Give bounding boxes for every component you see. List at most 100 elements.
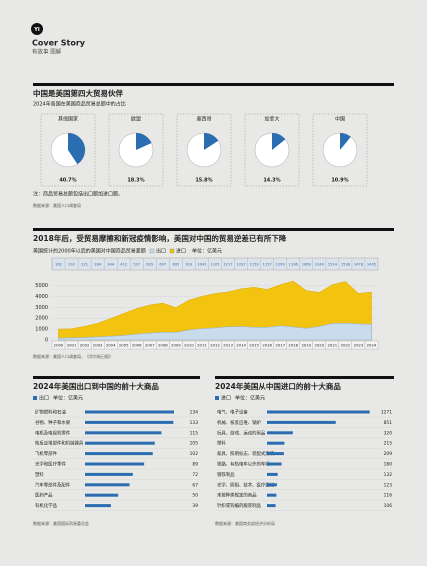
section-bar	[215, 376, 394, 379]
legend-label: 出口	[39, 395, 49, 402]
pie-slice	[272, 133, 286, 150]
pie-frame	[40, 113, 96, 187]
x-tick-label: 2022	[341, 343, 351, 348]
category-label: 光学、照相、技术、医疗器械	[217, 481, 275, 488]
strip-value: 192	[68, 263, 75, 267]
value-label: 133	[190, 420, 199, 426]
pie-frame	[312, 113, 368, 187]
value-label: 39	[192, 503, 198, 509]
subtitle: 2024年各国在美国商品贸易总额中的占比	[33, 101, 126, 108]
y-tick-label: 1000	[35, 327, 48, 333]
subtitle: 美国统计的2000年以后的美国对中国商品贸易差额	[33, 248, 146, 255]
x-tick-label: 2021	[328, 343, 338, 348]
x-tick-label: 2006	[132, 343, 142, 348]
strip-value: 1478	[354, 263, 364, 267]
strip-value: 1157	[263, 263, 272, 267]
section-bar	[33, 228, 394, 231]
pie-frame	[108, 113, 164, 187]
logo-text: YI	[33, 27, 40, 33]
pie-label: 欧盟	[131, 116, 141, 123]
x-tick-label: 2001	[67, 343, 77, 348]
strip-value: 412	[120, 263, 127, 267]
strip-value: 1069	[302, 263, 312, 267]
x-tick-label: 2005	[119, 343, 129, 348]
section-title: 中国是美国第四大贸易伙伴	[33, 88, 123, 98]
pie-slice	[340, 133, 351, 150]
section-bar	[33, 376, 200, 379]
bar	[85, 493, 119, 497]
bar	[85, 472, 133, 476]
strip-value: 1514	[328, 263, 338, 267]
value-label: 1271	[381, 410, 392, 416]
value-label: 215	[384, 441, 393, 447]
category-label: 钢铁制品	[217, 471, 235, 478]
strip-value: 537	[133, 263, 140, 267]
x-tick-label: 2003	[93, 343, 103, 348]
strip-value: 1237	[237, 263, 246, 267]
y-tick-label: 0	[45, 338, 48, 344]
x-tick-label: 2015	[249, 343, 259, 348]
bar	[267, 472, 278, 476]
x-tick-label: 2017	[275, 343, 285, 348]
value-label: 105	[190, 441, 199, 447]
bar	[267, 483, 277, 487]
x-tick-label: 2008	[158, 343, 168, 348]
strip-value: 162	[55, 263, 62, 267]
legend-label: 进口	[176, 248, 186, 255]
x-tick-label: 2019	[301, 343, 311, 348]
strip-value: 695	[172, 263, 179, 267]
strip-value: 1299	[276, 263, 286, 267]
bar	[85, 441, 155, 445]
category-label: 机械、核反应堆、锅炉	[217, 419, 262, 426]
value-label: 132	[384, 472, 393, 478]
header-subtitle: 有故事 图解	[32, 48, 62, 56]
legend-swatch	[149, 248, 155, 254]
strip-value: 1240	[315, 263, 325, 267]
x-tick-label: 2010	[184, 343, 194, 348]
bar	[85, 431, 162, 435]
category-label: 光学和医疗零件	[35, 461, 66, 468]
category-label: 玩具、游戏、运动的用品	[217, 429, 266, 436]
bar	[267, 431, 293, 435]
area	[58, 280, 372, 341]
bar	[85, 504, 111, 508]
logo	[31, 23, 43, 35]
unit: 单位：亿美元	[53, 395, 83, 402]
strip-value: 697	[159, 263, 166, 267]
year-cell	[364, 340, 379, 350]
category-label: 矿物燃料和石油	[35, 409, 66, 416]
legend-swatch	[215, 396, 219, 400]
value-label: 18.3%	[127, 178, 144, 184]
x-tick-label: 2000	[54, 343, 64, 348]
section-title: 2018年后，受贸易摩擦和新冠疫情影响，美国对中国的贸易逆差已有所下降	[33, 233, 287, 243]
category-label: 塑料	[35, 471, 44, 478]
value-label: 851	[384, 420, 393, 426]
category-label: 医药产品	[35, 492, 53, 499]
category-label: 未按种类规定的商品	[217, 492, 257, 499]
bar	[267, 452, 284, 456]
strip-value: 1435	[367, 263, 376, 267]
legend-swatch	[33, 396, 37, 400]
value-label: 106	[384, 503, 393, 509]
value-label: 209	[384, 451, 393, 457]
legend-swatch	[169, 248, 175, 254]
strip-value: 344	[107, 263, 115, 267]
section-title: 2024年美国出口到中国的前十大商品	[33, 381, 159, 391]
pie-label: 其他国家	[58, 116, 78, 123]
value-label: 89	[192, 462, 198, 468]
category-label: 针织或钩编的服装制品	[217, 502, 262, 509]
value-label: 134	[190, 410, 199, 416]
unit: 单位：亿美元	[235, 395, 265, 402]
x-tick-label: 2004	[106, 343, 116, 348]
source: 数据来源：美国商务部经济分析局	[215, 520, 275, 526]
value-label: 15.8%	[195, 178, 212, 184]
bar	[267, 504, 276, 508]
pie-frame	[244, 113, 300, 187]
value-label: 72	[192, 472, 198, 478]
unit: 单位：亿美元	[192, 248, 222, 255]
legend-label: 进口	[221, 395, 231, 402]
strip-value: 1217	[223, 263, 232, 267]
strip-value: 1196	[289, 263, 299, 267]
category-label: 电机及电视机零件	[35, 429, 71, 436]
x-tick-label: 2020	[314, 343, 324, 348]
